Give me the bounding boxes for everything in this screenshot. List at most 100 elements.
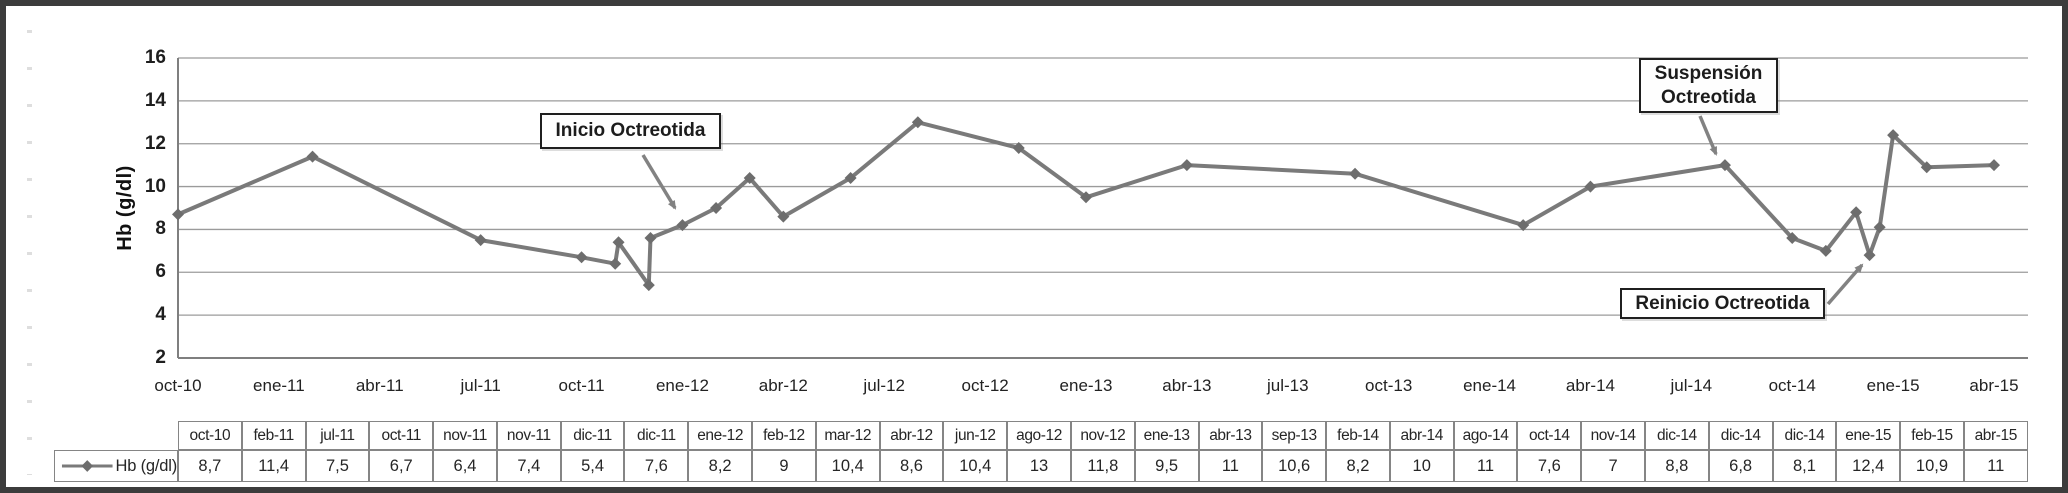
annotation-text-line: Reinicio Octreotida [1635, 292, 1810, 314]
table-header-cell-dic-11: dic-11 [560, 421, 625, 450]
data-point-marker-dic-11-7.6 [644, 232, 657, 244]
data-point-marker-nov-14-7 [1819, 244, 1832, 257]
table-value-cell-nov-11: 7,4 [496, 450, 561, 482]
table-value-cell-ene-15: 12,4 [1836, 450, 1901, 482]
data-point-marker-abr-13-11 [1180, 159, 1193, 172]
table-value-cell-ago-12: 13 [1007, 450, 1071, 482]
table-spacer-cell [54, 421, 178, 450]
data-point-marker-nov-11-6.4 [609, 257, 622, 270]
data-point-marker-ene-13-9.5 [1080, 191, 1092, 204]
table-header-cell-nov-14: nov-14 [1581, 421, 1645, 450]
table-value-cell-ago-14: 11 [1453, 450, 1518, 482]
data-point-marker-abr-14-10 [1584, 180, 1597, 193]
table-header-cell-abr-12: abr-12 [879, 421, 944, 450]
y-tick-label-8: 8 [155, 218, 166, 240]
x-tick-label-ene-14: ene-14 [1463, 376, 1517, 395]
table-header-cell-abr-14: abr-14 [1389, 421, 1454, 450]
x-tick-label-abr-13: abr-13 [1162, 376, 1212, 395]
x-tick-label-oct-14: oct-14 [1768, 376, 1816, 395]
table-header-cell-ene-13: ene-13 [1134, 421, 1199, 450]
data-point-marker-jul-11-7.5 [474, 234, 487, 247]
x-tick-label-abr-14: abr-14 [1565, 376, 1615, 395]
table-value-cell-abr-12: 8,6 [879, 450, 944, 482]
y-tick-label-2: 2 [155, 347, 166, 368]
table-header-cell-ene-12: ene-12 [688, 421, 753, 450]
table-header-cell-dic-14: dic-14 [1708, 421, 1773, 450]
data-point-marker-jun-12-10.4 [844, 172, 857, 184]
table-value-cell-oct-11: 6,7 [369, 450, 434, 482]
table-header-cell-nov-11: nov-11 [496, 421, 561, 450]
x-tick-label-jul-11: jul-11 [460, 376, 501, 395]
y-tick-label-16: 16 [144, 47, 166, 68]
table-header-cell-ago-12: ago-12 [1007, 421, 1071, 450]
series-legend-cell: Hb (g/dl) [54, 450, 178, 482]
table-header-cell-dic-14: dic-14 [1772, 421, 1837, 450]
table-header-cell-nov-11: nov-11 [433, 421, 497, 450]
data-point-marker-ago-14-11 [1718, 159, 1731, 172]
table-value-cell-dic-11: 5,4 [560, 450, 625, 482]
table-header-cell-feb-11: feb-11 [241, 421, 306, 450]
x-tick-label-ene-13: ene-13 [1059, 376, 1113, 395]
data-point-marker-dic-14-8.8 [1850, 206, 1863, 219]
table-header-cell-oct-14: oct-14 [1517, 421, 1582, 450]
hb-series-legend-marker-icon [61, 460, 113, 472]
reinicio-octreotida-arrow [1826, 263, 1864, 306]
table-header-cell-oct-11: oct-11 [369, 421, 434, 450]
data-point-marker-feb-11-11.4 [306, 150, 319, 163]
table-value-cell-abr-14: 10 [1389, 450, 1454, 482]
suspension-octreotida-arrow [1698, 115, 1718, 156]
table-header-cell-oct-10: oct-10 [178, 421, 242, 450]
table-header-cell-feb-15: feb-15 [1900, 421, 1964, 450]
table-value-cell-abr-15: 11 [1963, 450, 2028, 482]
table-value-cell-ene-12: 8,2 [688, 450, 753, 482]
table-header-cell-jun-12: jun-12 [943, 421, 1008, 450]
hb-series-line [177, 120, 1995, 288]
table-value-cell-dic-14: 8,1 [1772, 450, 1837, 482]
data-point-marker-sep-13-10.6 [1349, 167, 1362, 180]
table-header-cell-dic-11: dic-11 [624, 421, 689, 450]
x-tick-label-oct-13: oct-13 [1365, 376, 1413, 395]
x-tick-label-ene-12: ene-12 [655, 376, 709, 395]
y-tick-label-10: 10 [144, 175, 166, 197]
table-value-cell-dic-14: 8,8 [1644, 450, 1709, 482]
table-value-cell-jul-11: 7,5 [305, 450, 370, 482]
y-tick-label-14: 14 [144, 89, 166, 111]
x-tick-label-oct-11: oct-11 [558, 376, 605, 395]
x-tick-label-ene-15: ene-15 [1866, 376, 1920, 395]
table-header-cell-dic-14: dic-14 [1644, 421, 1709, 450]
inicio-octreotida-arrow [641, 154, 677, 210]
x-tick-label-abr-11: abr-11 [355, 376, 404, 395]
data-point-marker-dic-11-5.4 [642, 279, 655, 292]
y-tick-label-6: 6 [155, 261, 166, 283]
series-legend-label: Hb (g/dl) [115, 457, 177, 475]
table-header-cell-feb-12: feb-12 [752, 421, 816, 450]
table-value-cell-nov-12: 11,8 [1070, 450, 1135, 482]
annotation-text-line: Suspensión [1654, 62, 1763, 84]
table-header-cell-ago-14: ago-14 [1453, 421, 1518, 450]
data-point-marker-nov-11-7.4 [612, 236, 625, 249]
x-tick-label-abr-12: abr-12 [758, 376, 808, 395]
suspension-octreotida-label: Suspensión Octreotida [1639, 58, 1778, 113]
inicio-octreotida-label: Inicio Octreotida [540, 113, 721, 149]
table-value-cell-feb-15: 10,9 [1900, 450, 1964, 482]
table-value-cell-ene-13: 9,5 [1134, 450, 1199, 482]
data-point-marker-ene-15-12.4 [1887, 129, 1900, 142]
table-header-cell-nov-12: nov-12 [1070, 421, 1135, 450]
scan-artifact-dots [27, 30, 32, 475]
x-tick-label-ene-11: ene-11 [253, 376, 305, 395]
x-tick-label-oct-10: oct-10 [154, 376, 202, 395]
table-header-cell-sep-13: sep-13 [1262, 421, 1327, 450]
table-value-cell-oct-10: 8,7 [178, 450, 242, 482]
table-value-cell-jun-12: 10,4 [943, 450, 1008, 482]
table-value-cell-feb-11: 11,4 [241, 450, 306, 482]
table-header-cell-abr-15: abr-15 [1963, 421, 2028, 450]
data-point-marker-nov-12-11.8 [1012, 142, 1025, 154]
table-value-cell-dic-11: 7,6 [624, 450, 689, 482]
annotation-text-line: Inicio Octreotida [555, 120, 706, 141]
x-tick-label-jul-14: jul-14 [1670, 376, 1713, 395]
table-value-cell-oct-14: 7,6 [1517, 450, 1582, 482]
table-value-cell-nov-11: 6,4 [433, 450, 497, 482]
table-value-cell-sep-13: 10,6 [1262, 450, 1327, 482]
data-point-marker-dic-14-6.8 [1863, 249, 1876, 262]
